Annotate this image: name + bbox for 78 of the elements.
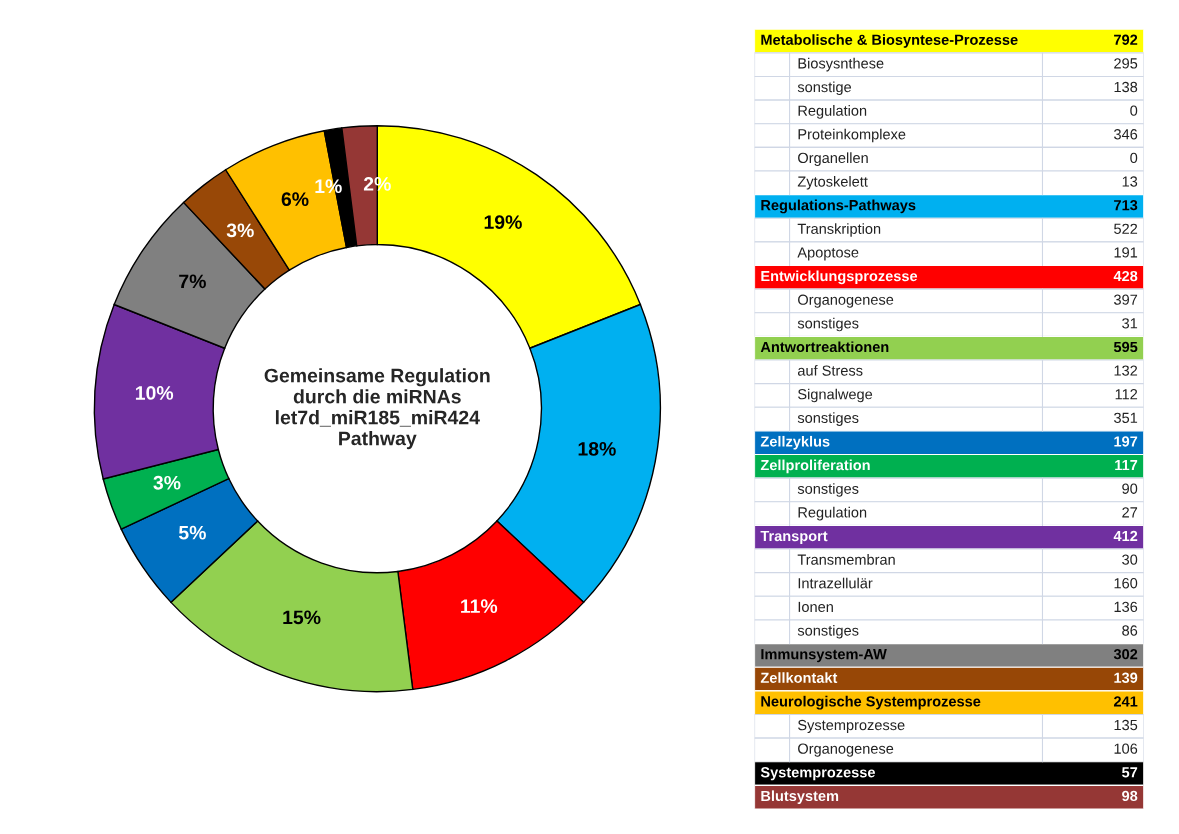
category-label: Zellzyklus [760, 435, 830, 450]
data-label: 136 [1114, 601, 1138, 613]
data-label: 11% [461, 599, 498, 614]
data-label: 713 [1114, 200, 1138, 211]
data-label: 18% [578, 442, 616, 456]
data-label: 346 [1114, 129, 1138, 140]
data-label: 112 [1115, 389, 1138, 400]
category-label: Antwortreaktionen [760, 341, 889, 353]
category-label: Transkription [797, 223, 881, 237]
category-label: Apoptose [797, 247, 859, 261]
data-label: 19% [484, 215, 522, 229]
data-label: 595 [1113, 341, 1138, 353]
category-label: Systemprozesse [760, 767, 876, 781]
category-label: Organogenese [798, 294, 894, 308]
category-label: Zellproliferation [760, 459, 870, 474]
data-label: 7% [179, 274, 206, 289]
category-label: Regulations-Pathways [761, 199, 916, 214]
category-label: Organogenese [798, 743, 894, 757]
category-label: sonstiges [797, 483, 859, 497]
data-label: 6% [281, 192, 309, 207]
category-label: Transport [760, 530, 828, 545]
data-label: 90 [1122, 483, 1138, 494]
data-label: 241 [1113, 696, 1138, 707]
data-label: 197 [1114, 436, 1138, 447]
data-label: 15% [283, 610, 321, 625]
category-label: Neurologische Systemprozesse [761, 695, 981, 710]
category-label: sonstige [797, 81, 852, 96]
data-label: 57 [1122, 767, 1138, 778]
data-label: 117 [1115, 460, 1138, 471]
data-label: 295 [1114, 58, 1138, 69]
category-label: Regulation [798, 506, 867, 521]
data-label: 522 [1114, 223, 1138, 234]
category-label: Zytoskelett [797, 175, 868, 190]
category-label: Blutsystem [761, 790, 839, 804]
data-label: 3% [153, 475, 181, 490]
data-label: 139 [1114, 672, 1138, 683]
category-label: Biosysnthese [798, 57, 884, 72]
data-label: 160 [1114, 578, 1138, 589]
data-label: 0 [1130, 105, 1138, 116]
category-label: Proteinkomplexe [798, 128, 906, 143]
category-label: auf Stress [797, 365, 863, 376]
data-label: 412 [1113, 530, 1138, 542]
data-label: 428 [1113, 270, 1138, 282]
data-label: 86 [1122, 625, 1138, 636]
data-label: 2% [363, 177, 391, 191]
data-label: 98 [1122, 790, 1138, 802]
data-label: 132 [1114, 365, 1138, 376]
data-label: 792 [1114, 34, 1138, 45]
category-label: Immunsystem-AW [761, 649, 887, 663]
data-label: 397 [1114, 294, 1138, 305]
data-label: 13 [1122, 176, 1138, 187]
category-label: Signalwege [798, 388, 873, 403]
category-label: Systemprozesse [798, 719, 905, 734]
data-label: 351 [1114, 412, 1138, 423]
data-label: 106 [1114, 743, 1138, 754]
category-label: sonstiges [797, 317, 859, 332]
data-label: 5% [178, 525, 206, 540]
category-label: Metabolische & Biosyntese-Prozesse [761, 34, 1018, 48]
category-label: Organellen [798, 152, 868, 166]
data-label: 31 [1122, 318, 1138, 329]
data-label: 191 [1114, 247, 1138, 258]
category-label: Ionen [798, 601, 833, 613]
data-label: 30 [1122, 554, 1138, 565]
data-label: 302 [1113, 648, 1138, 660]
category-label: Entwicklungsprozesse [761, 270, 918, 285]
category-label: Intrazellulär [798, 577, 873, 589]
text: Gemeinsame Regulation durch die miRNAs let7d_miR185_miR424 Pathway [264, 368, 490, 450]
data-label: 3% [226, 223, 254, 238]
category-label: Zellkontakt [760, 672, 838, 683]
category-label: Regulation [798, 105, 867, 119]
data-label: 0 [1130, 152, 1138, 164]
data-label: 10% [135, 386, 174, 400]
data-label: 27 [1122, 507, 1138, 518]
category-label: Transmembran [797, 554, 895, 565]
category-label: sonstiges [797, 624, 859, 639]
data-label: 138 [1114, 81, 1138, 93]
data-label: 135 [1114, 719, 1138, 731]
category-label: sonstiges [797, 412, 859, 426]
